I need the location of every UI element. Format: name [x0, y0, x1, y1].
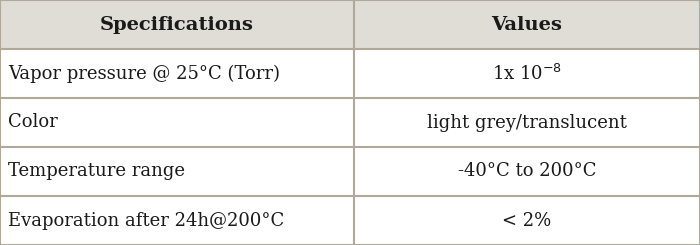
Text: light grey/translucent: light grey/translucent	[427, 113, 626, 132]
Text: Values: Values	[491, 15, 562, 34]
Bar	[0, 196, 354, 245]
Text: 1x 10$^{-8}$: 1x 10$^{-8}$	[491, 63, 562, 84]
Bar	[354, 49, 700, 98]
Text: Vapor pressure @ 25°C (Torr): Vapor pressure @ 25°C (Torr)	[8, 64, 281, 83]
Bar	[354, 98, 700, 147]
Text: Specifications: Specifications	[100, 15, 253, 34]
Text: -40°C to 200°C: -40°C to 200°C	[458, 162, 596, 181]
Bar	[354, 196, 700, 245]
Text: < 2%: < 2%	[502, 211, 552, 230]
Bar	[0, 0, 354, 49]
Bar	[0, 98, 354, 147]
Bar	[0, 147, 354, 196]
Text: Color: Color	[8, 113, 58, 132]
Bar	[0, 49, 354, 98]
Bar	[354, 0, 700, 49]
Bar	[354, 147, 700, 196]
Text: Temperature range: Temperature range	[8, 162, 186, 181]
Text: Evaporation after 24h@200°C: Evaporation after 24h@200°C	[8, 211, 285, 230]
